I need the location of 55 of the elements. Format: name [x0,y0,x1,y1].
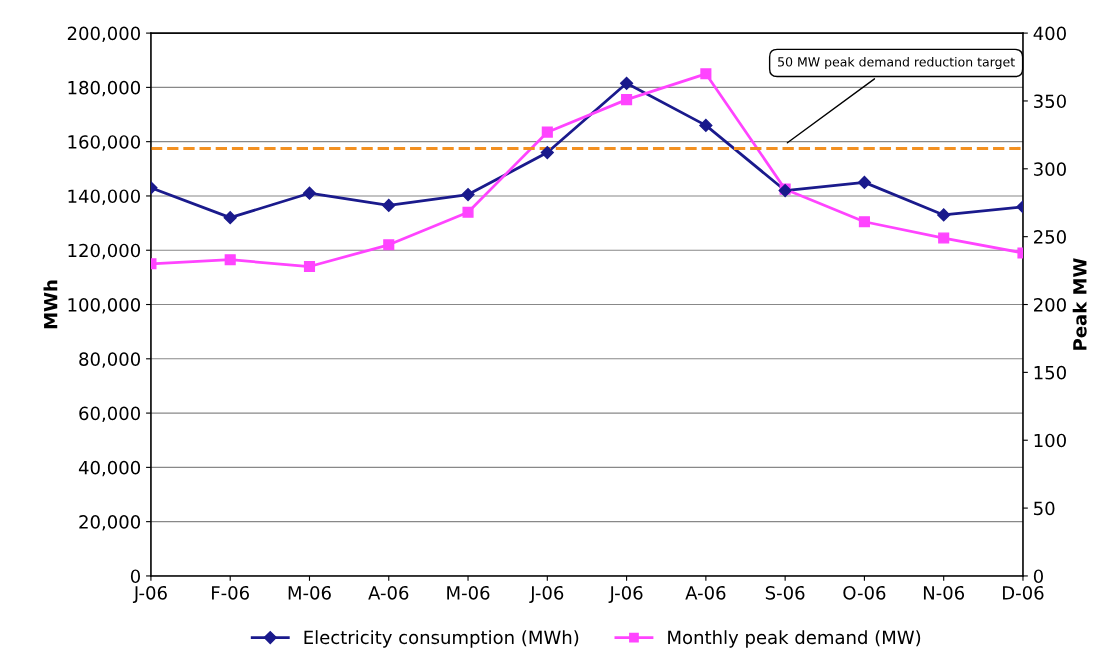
y2-tick-label: 200 [1034,297,1066,312]
y-tick-label: 0 [130,569,141,584]
y-axis-title: MWh [43,280,58,329]
annotation: 50 MW peak demand reduction target [778,56,1015,70]
x-tick-label: J-06 [132,585,167,603]
y2-axis-title: Peak MW [1072,258,1087,350]
y2-tick-label: 50 [1034,501,1055,516]
y-tick-label: 180,000 [68,80,141,97]
y2-tick-label: 350 [1034,94,1066,109]
point [857,175,872,189]
point [383,239,395,251]
point [858,216,870,228]
point [937,208,951,222]
x-tick-label: J-06 [529,585,564,603]
point [462,206,474,218]
x-tick-label: J-06 [608,585,643,603]
y-tick-label: 100,000 [68,297,141,314]
y-tick-label: 200,000 [67,26,141,43]
point [223,211,237,225]
point [303,260,316,273]
y-tick-label: 80,000 [79,352,141,368]
y2-tick-label: 250 [1034,230,1066,244]
x-tick-label: N-06 [923,585,965,600]
y2-tick-label: 150 [1034,365,1066,380]
legend-label: Electricity consumption (MWh) [304,630,579,648]
y-tick-label: 40,000 [78,460,141,477]
x-tick-label: O-06 [843,585,886,600]
y2-tick-label: 400 [1033,26,1066,41]
y-tick-label: 160,000 [68,135,141,151]
point [621,94,633,106]
x-tick-label: M-06 [288,585,331,600]
x-tick-label: F-06 [212,585,250,600]
y2-tick-label: 100 [1034,433,1066,448]
y-tick-label: 60,000 [79,406,141,423]
point [382,198,396,213]
x-tick-label: M-06 [447,585,490,600]
y-tick-label: 120,000 [68,243,141,260]
point [540,145,554,160]
x-tick-label: S-06 [765,585,805,600]
point [699,118,713,132]
legend-label: Monthly peak demand (MW) [668,630,921,648]
point [619,76,634,90]
point [700,68,712,80]
x-tick-label: A-06 [685,585,726,600]
point [938,232,950,244]
x-tick-label: A-06 [368,585,409,600]
point [224,254,236,266]
y-tick-label: 140,000 [68,189,141,205]
point [302,186,317,200]
y2-tick-label: 300 [1034,162,1066,176]
x-tick-label: D-06 [1003,585,1044,600]
y2-tick-label: 0 [1033,569,1043,584]
point [461,188,475,202]
point [541,126,553,138]
y-tick-label: 20,000 [79,515,141,531]
